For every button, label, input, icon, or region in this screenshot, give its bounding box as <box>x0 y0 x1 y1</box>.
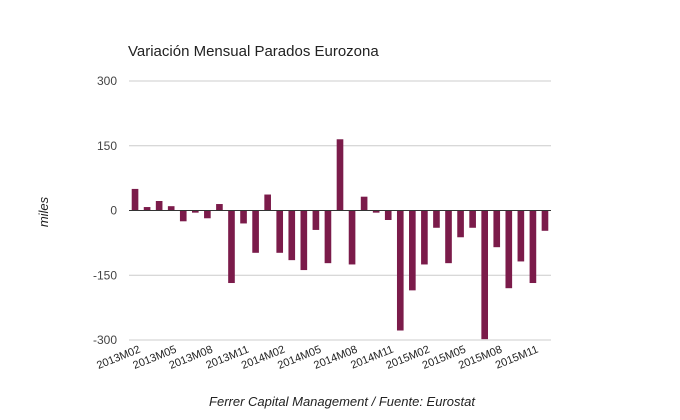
bar <box>264 194 271 211</box>
bar <box>155 201 163 211</box>
bar <box>372 210 380 213</box>
y-axis-label: miles <box>36 196 51 227</box>
bar <box>493 210 501 248</box>
bar <box>131 188 139 211</box>
bar <box>288 210 296 261</box>
bar <box>541 210 549 231</box>
bar <box>204 210 211 219</box>
y-tick-label: 0 <box>110 204 117 218</box>
bar <box>167 206 175 211</box>
bar <box>312 210 320 230</box>
bar <box>360 196 368 211</box>
bar <box>517 210 525 262</box>
x-axis-ticks: 2013M022013M052013M082013M112014M022014M… <box>95 344 540 372</box>
bar <box>240 210 247 224</box>
bar <box>384 210 392 220</box>
bar <box>469 210 476 228</box>
bar <box>216 204 223 211</box>
bar <box>445 210 452 264</box>
gridlines <box>129 80 551 341</box>
bar <box>529 210 537 284</box>
bar <box>179 210 187 222</box>
bar <box>421 210 428 265</box>
bar <box>324 210 332 264</box>
y-tick-label: -300 <box>93 333 117 347</box>
chart-title: Variación Mensual Parados Eurozona <box>128 43 379 60</box>
y-tick-label: 150 <box>97 139 117 153</box>
bar <box>276 210 284 253</box>
bar <box>191 210 199 213</box>
bar <box>505 210 513 289</box>
bar <box>396 210 404 331</box>
source-caption: Ferrer Capital Management / Fuente: Euro… <box>209 394 476 409</box>
y-tick-label: -150 <box>93 268 117 282</box>
bar <box>433 210 440 228</box>
bar <box>143 207 151 211</box>
bar <box>348 210 356 265</box>
bar <box>481 210 489 340</box>
bar <box>300 210 308 271</box>
y-axis-ticks: 300 150 0 -150 -300 <box>93 74 117 347</box>
y-tick-label: 300 <box>97 74 117 88</box>
bar <box>228 210 235 284</box>
bar <box>252 210 259 253</box>
bar-series <box>131 139 549 340</box>
bar <box>457 210 464 238</box>
bar <box>409 210 416 291</box>
bar <box>336 139 344 211</box>
